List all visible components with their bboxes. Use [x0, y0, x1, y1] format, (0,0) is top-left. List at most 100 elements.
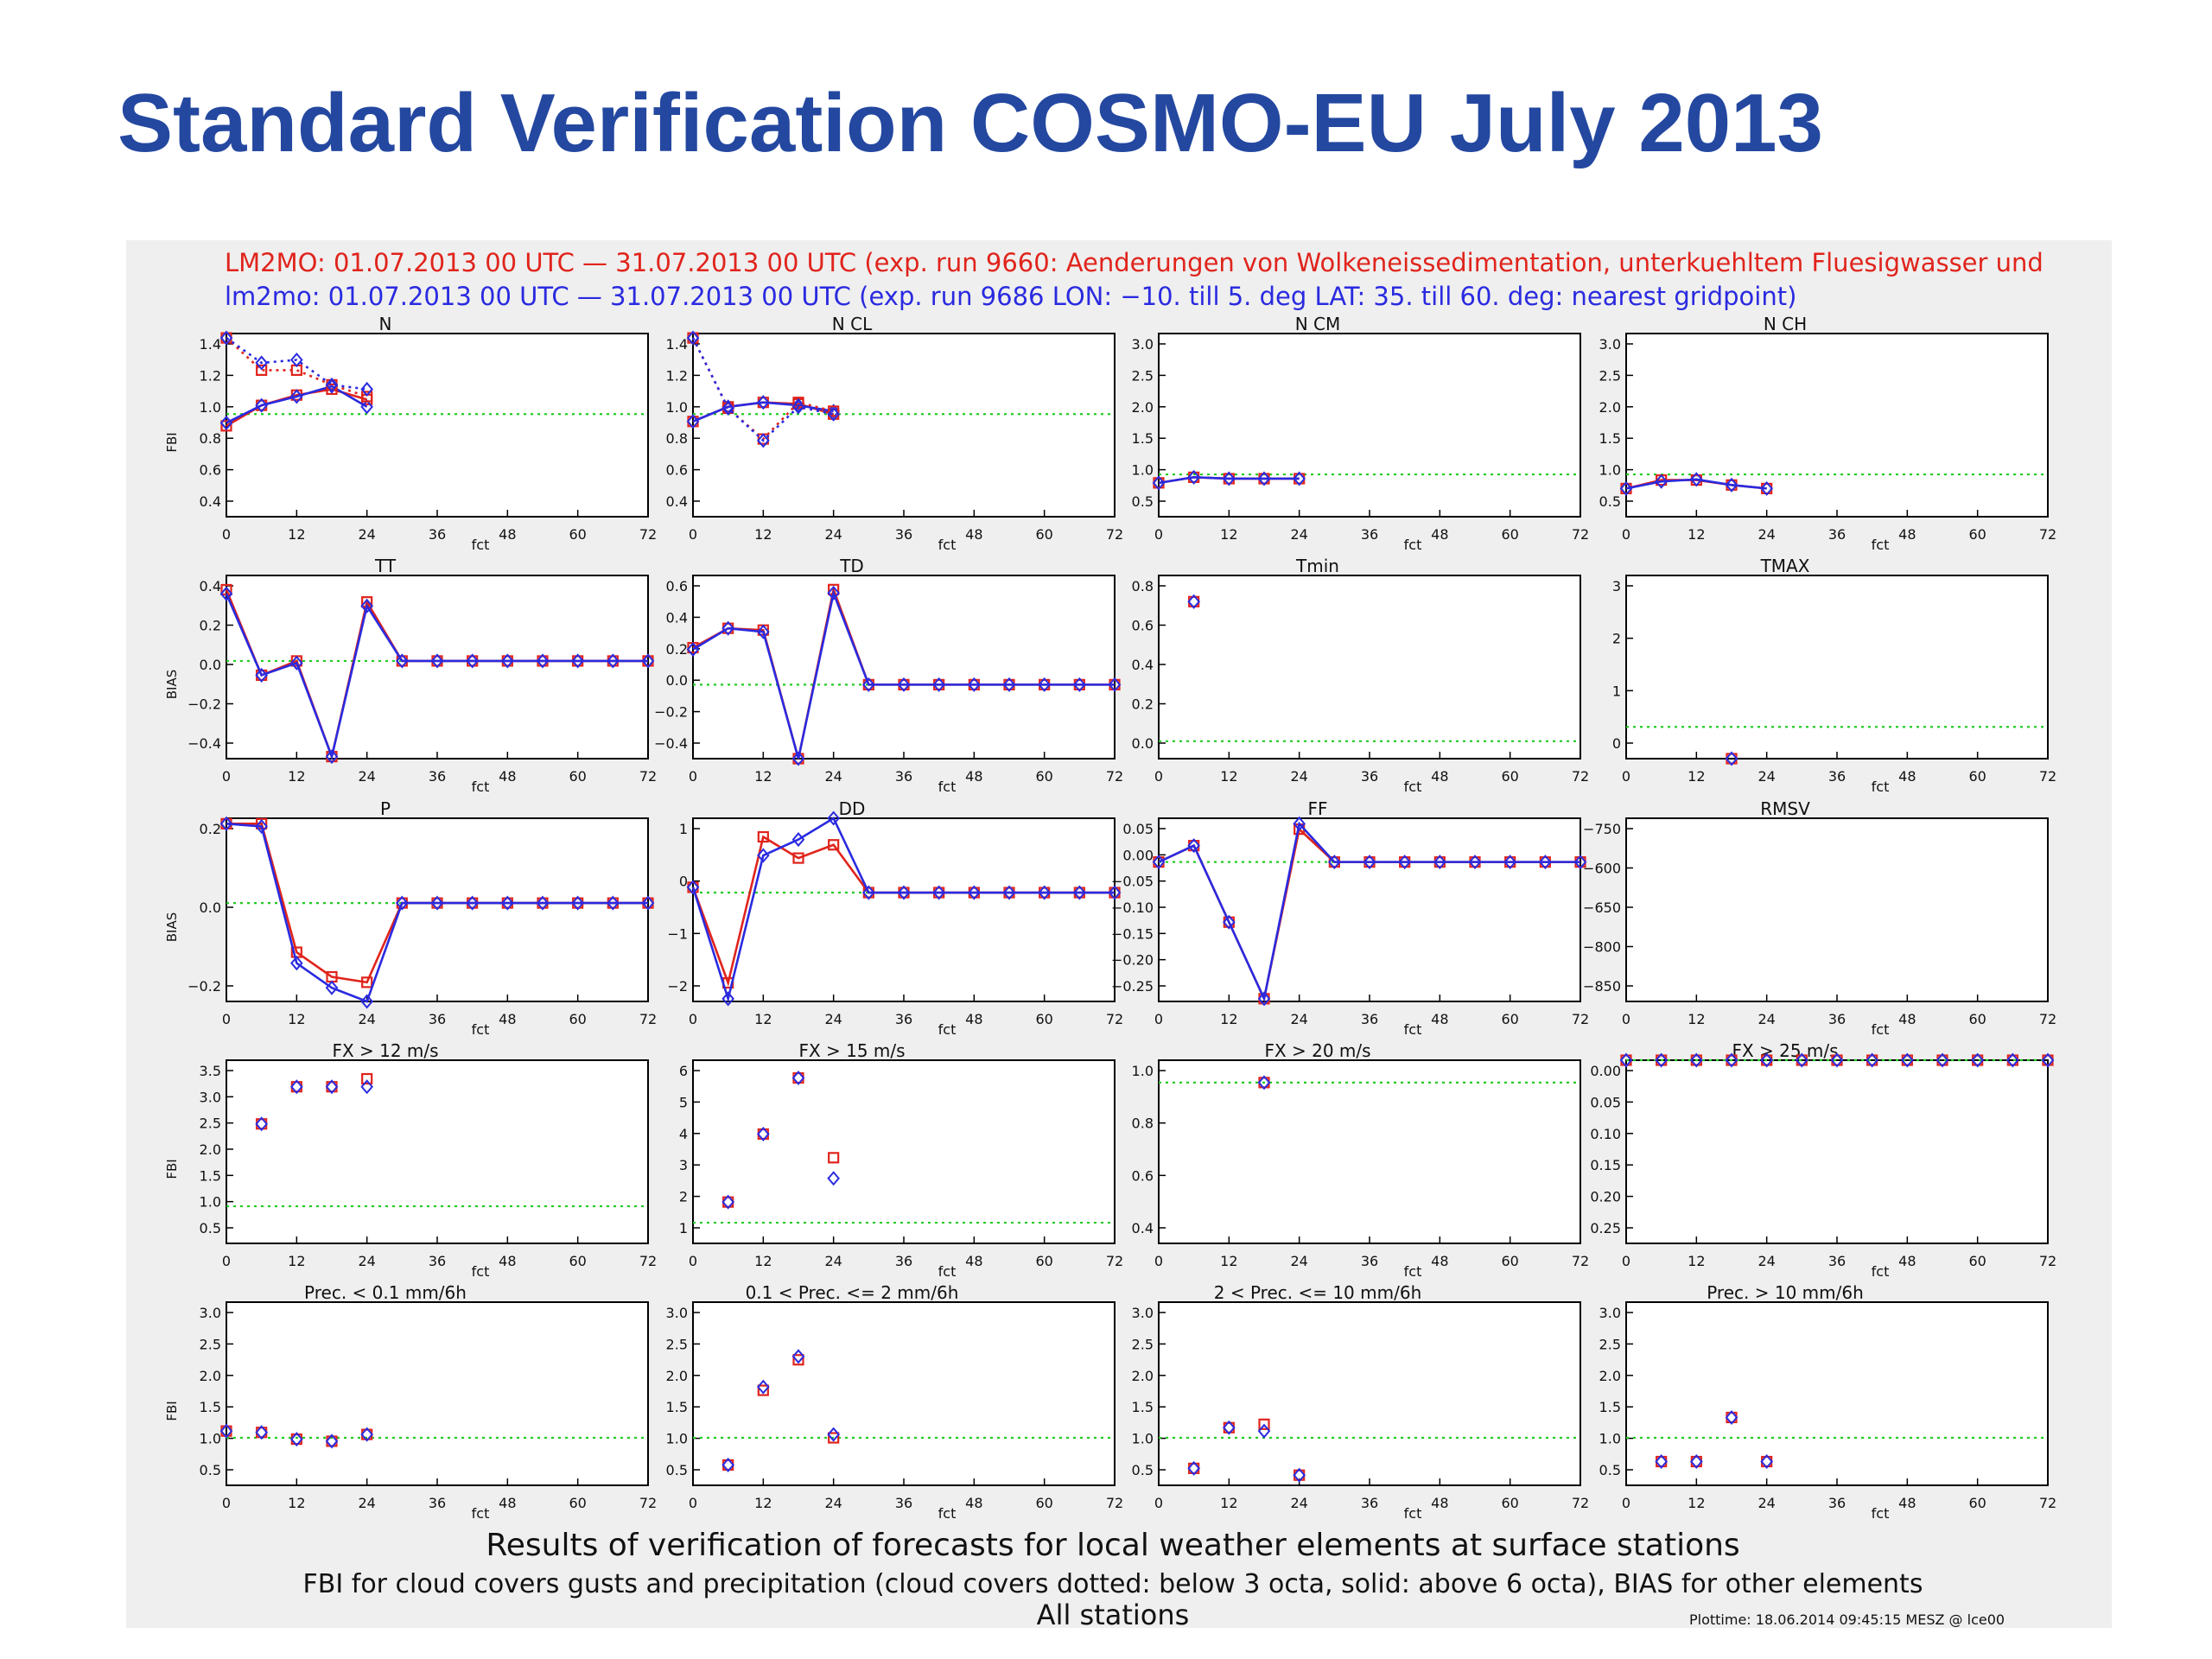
plot-frame [1158, 575, 1581, 760]
data-point-diamond [827, 585, 840, 601]
y-tick-label: 0.2 [1132, 696, 1154, 713]
data-point-diamond [396, 895, 409, 911]
y-tick-label: 0.5 [200, 1462, 221, 1478]
y-tick-label: 1 [1612, 683, 1621, 699]
data-point-diamond [1936, 1052, 1949, 1068]
panel-title: N CH [1764, 314, 1807, 334]
y-tick-label: 0.05 [1122, 821, 1154, 837]
x-tick-label: 36 [1361, 526, 1378, 543]
x-tick-label: 0 [1154, 1011, 1163, 1027]
y-tick-label: 0.4 [200, 578, 221, 594]
data-point-diamond [1257, 1075, 1271, 1090]
footer-line-2: FBI for cloud covers gusts and precipita… [303, 1569, 1923, 1599]
panel-6: Tmin 0 12 24 36 48 60 72 fct 0.0 0.2 0.4 0.6 0.8 [1132, 556, 1590, 795]
data-point-diamond [1573, 855, 1587, 870]
x-tick-label: 24 [1290, 1011, 1307, 1027]
y-tick-label: 0.05 [1590, 1094, 1621, 1110]
data-point-diamond [1760, 480, 1773, 496]
data-point-diamond [721, 400, 734, 416]
x-axis-label: fct [1872, 537, 1890, 553]
series-line-blue [691, 337, 834, 442]
data-point-diamond [757, 1126, 770, 1142]
y-tick-label: 0.6 [666, 578, 688, 594]
x-tick-label: 48 [499, 526, 516, 543]
x-tick-label: 36 [1361, 1253, 1378, 1269]
data-point-diamond [641, 895, 655, 911]
x-tick-label: 72 [639, 768, 657, 785]
data-point-diamond [1257, 1423, 1271, 1439]
data-point-diamond [1539, 855, 1552, 870]
y-tick-label: 1 [679, 1220, 688, 1236]
x-tick-label: 48 [1898, 1011, 1916, 1027]
plot-frame [1625, 817, 2049, 1002]
y-tick-label: 0.6 [1132, 1167, 1154, 1184]
data-point-diamond [360, 381, 373, 397]
plot-frame [692, 575, 1116, 760]
data-point-diamond [1725, 1409, 1738, 1426]
y-tick-label: 2.5 [1132, 367, 1154, 384]
x-tick-label: 36 [895, 768, 912, 785]
x-axis-label: fct [1872, 1263, 1890, 1280]
x-tick-label: 48 [965, 1253, 982, 1269]
x-tick-label: 0 [222, 768, 231, 785]
y-tick-label: 0.0 [200, 899, 221, 916]
x-tick-label: 36 [1828, 1253, 1846, 1269]
data-point-diamond [290, 1079, 303, 1095]
x-tick-label: 48 [499, 1253, 516, 1269]
x-tick-label: 48 [965, 768, 982, 785]
y-tick-label: 2.5 [1132, 1336, 1154, 1352]
x-tick-label: 24 [1758, 768, 1775, 785]
data-point-diamond [325, 980, 339, 995]
panel-title: FX > 12 m/s [332, 1040, 438, 1061]
panel-16: Prec. < 0.1 mm/6h 0 12 24 36 48 60 72 fct 0.5 1.0 1… [164, 1282, 657, 1522]
y-tick-label: 3.5 [200, 1063, 221, 1079]
y-tick-label: 1.0 [200, 1194, 221, 1211]
data-point-diamond [721, 620, 734, 636]
y-tick-label: 5 [679, 1094, 688, 1110]
x-tick-label: 48 [1431, 1495, 1448, 1511]
x-tick-label: 0 [1622, 1011, 1630, 1027]
data-point-diamond [360, 1079, 373, 1095]
y-tick-label: 3.0 [1132, 336, 1154, 353]
y-axis-label: BIAS [164, 670, 180, 700]
y-tick-label: 0.0 [666, 672, 688, 689]
y-tick-label: 0.5 [1599, 493, 1621, 510]
x-tick-label: 24 [1758, 1495, 1775, 1511]
data-point-diamond [641, 653, 655, 669]
x-tick-label: 24 [1758, 1011, 1775, 1027]
x-axis-label: fct [472, 1505, 490, 1522]
x-tick-label: 12 [288, 526, 305, 543]
x-tick-label: 48 [965, 526, 982, 543]
data-point-diamond [501, 653, 514, 669]
data-point-diamond [1187, 594, 1200, 609]
x-tick-label: 36 [429, 1253, 446, 1269]
data-point-diamond [501, 895, 514, 911]
panel-title: FX > 20 m/s [1264, 1040, 1370, 1061]
x-tick-label: 72 [2039, 1253, 2056, 1269]
x-tick-label: 60 [1501, 1253, 1518, 1269]
x-axis-label: fct [1404, 1021, 1422, 1038]
data-point-diamond [1690, 472, 1703, 487]
y-tick-label: 1.0 [1132, 1431, 1154, 1447]
x-tick-label: 24 [358, 1253, 375, 1269]
x-tick-label: 12 [1220, 1495, 1237, 1511]
data-point-diamond [1002, 677, 1016, 692]
x-tick-label: 60 [569, 1011, 586, 1027]
x-axis-label: fct [938, 1021, 957, 1038]
y-tick-label: 2.0 [1599, 399, 1621, 416]
data-point-diamond [1901, 1052, 1914, 1068]
y-tick-label: 1.5 [200, 1167, 221, 1184]
x-tick-label: 60 [1501, 1495, 1518, 1511]
panel-12: FX > 12 m/s 0 12 24 36 48 60 72 fct 0.5 1.0 1.5 2.0 2… [164, 1040, 657, 1280]
x-tick-label: 60 [1968, 1495, 1986, 1511]
x-tick-label: 12 [288, 1253, 305, 1269]
x-tick-label: 36 [895, 1011, 912, 1027]
x-tick-label: 12 [288, 768, 305, 785]
y-tick-label: 0.5 [1132, 1462, 1154, 1478]
data-point-diamond [791, 751, 805, 766]
series-line-blue [1625, 478, 1767, 490]
y-tick-label: 0.4 [200, 493, 221, 510]
x-tick-label: 12 [754, 768, 772, 785]
x-tick-label: 12 [1688, 768, 1705, 785]
data-point-diamond [536, 895, 550, 911]
